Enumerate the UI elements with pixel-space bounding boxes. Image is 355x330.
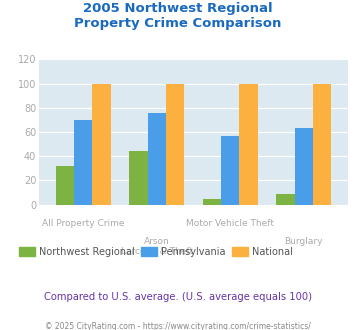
Legend: Northwest Regional, Pennsylvania, National: Northwest Regional, Pennsylvania, Nation… <box>16 243 296 261</box>
Bar <box>166 83 184 205</box>
Text: All Property Crime: All Property Crime <box>42 219 124 228</box>
Text: 2005 Northwest Regional
Property Crime Comparison: 2005 Northwest Regional Property Crime C… <box>74 2 281 30</box>
Text: Burglary: Burglary <box>284 237 323 246</box>
Bar <box>221 136 239 205</box>
Bar <box>295 128 313 205</box>
Bar <box>276 194 295 205</box>
Bar <box>74 120 92 205</box>
Text: Arson
Larceny & Theft: Arson Larceny & Theft <box>121 237 193 256</box>
Bar <box>313 83 331 205</box>
Bar <box>129 151 148 205</box>
Bar <box>239 83 258 205</box>
Text: Motor Vehicle Theft: Motor Vehicle Theft <box>186 219 274 228</box>
Bar <box>56 166 74 205</box>
Bar <box>203 199 221 205</box>
Text: © 2025 CityRating.com - https://www.cityrating.com/crime-statistics/: © 2025 CityRating.com - https://www.city… <box>45 322 310 330</box>
Bar <box>92 83 111 205</box>
Text: Compared to U.S. average. (U.S. average equals 100): Compared to U.S. average. (U.S. average … <box>44 292 311 302</box>
Bar <box>148 113 166 205</box>
